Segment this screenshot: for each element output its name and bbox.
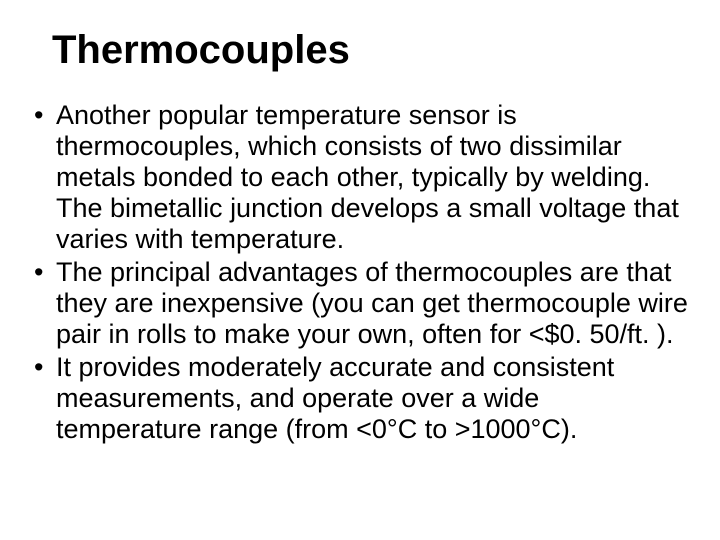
list-item: It provides moderately accurate and cons… <box>28 352 692 445</box>
list-item: Another popular temperature sensor is th… <box>28 100 692 255</box>
slide-title: Thermocouples <box>52 28 692 72</box>
bullet-list: Another popular temperature sensor is th… <box>28 100 692 446</box>
slide: Thermocouples Another popular temperatur… <box>0 0 720 540</box>
bullet-text: The principal advantages of thermocouple… <box>56 257 688 349</box>
bullet-text: It provides moderately accurate and cons… <box>56 352 614 444</box>
bullet-text: Another popular temperature sensor is th… <box>56 100 679 254</box>
list-item: The principal advantages of thermocouple… <box>28 257 692 350</box>
